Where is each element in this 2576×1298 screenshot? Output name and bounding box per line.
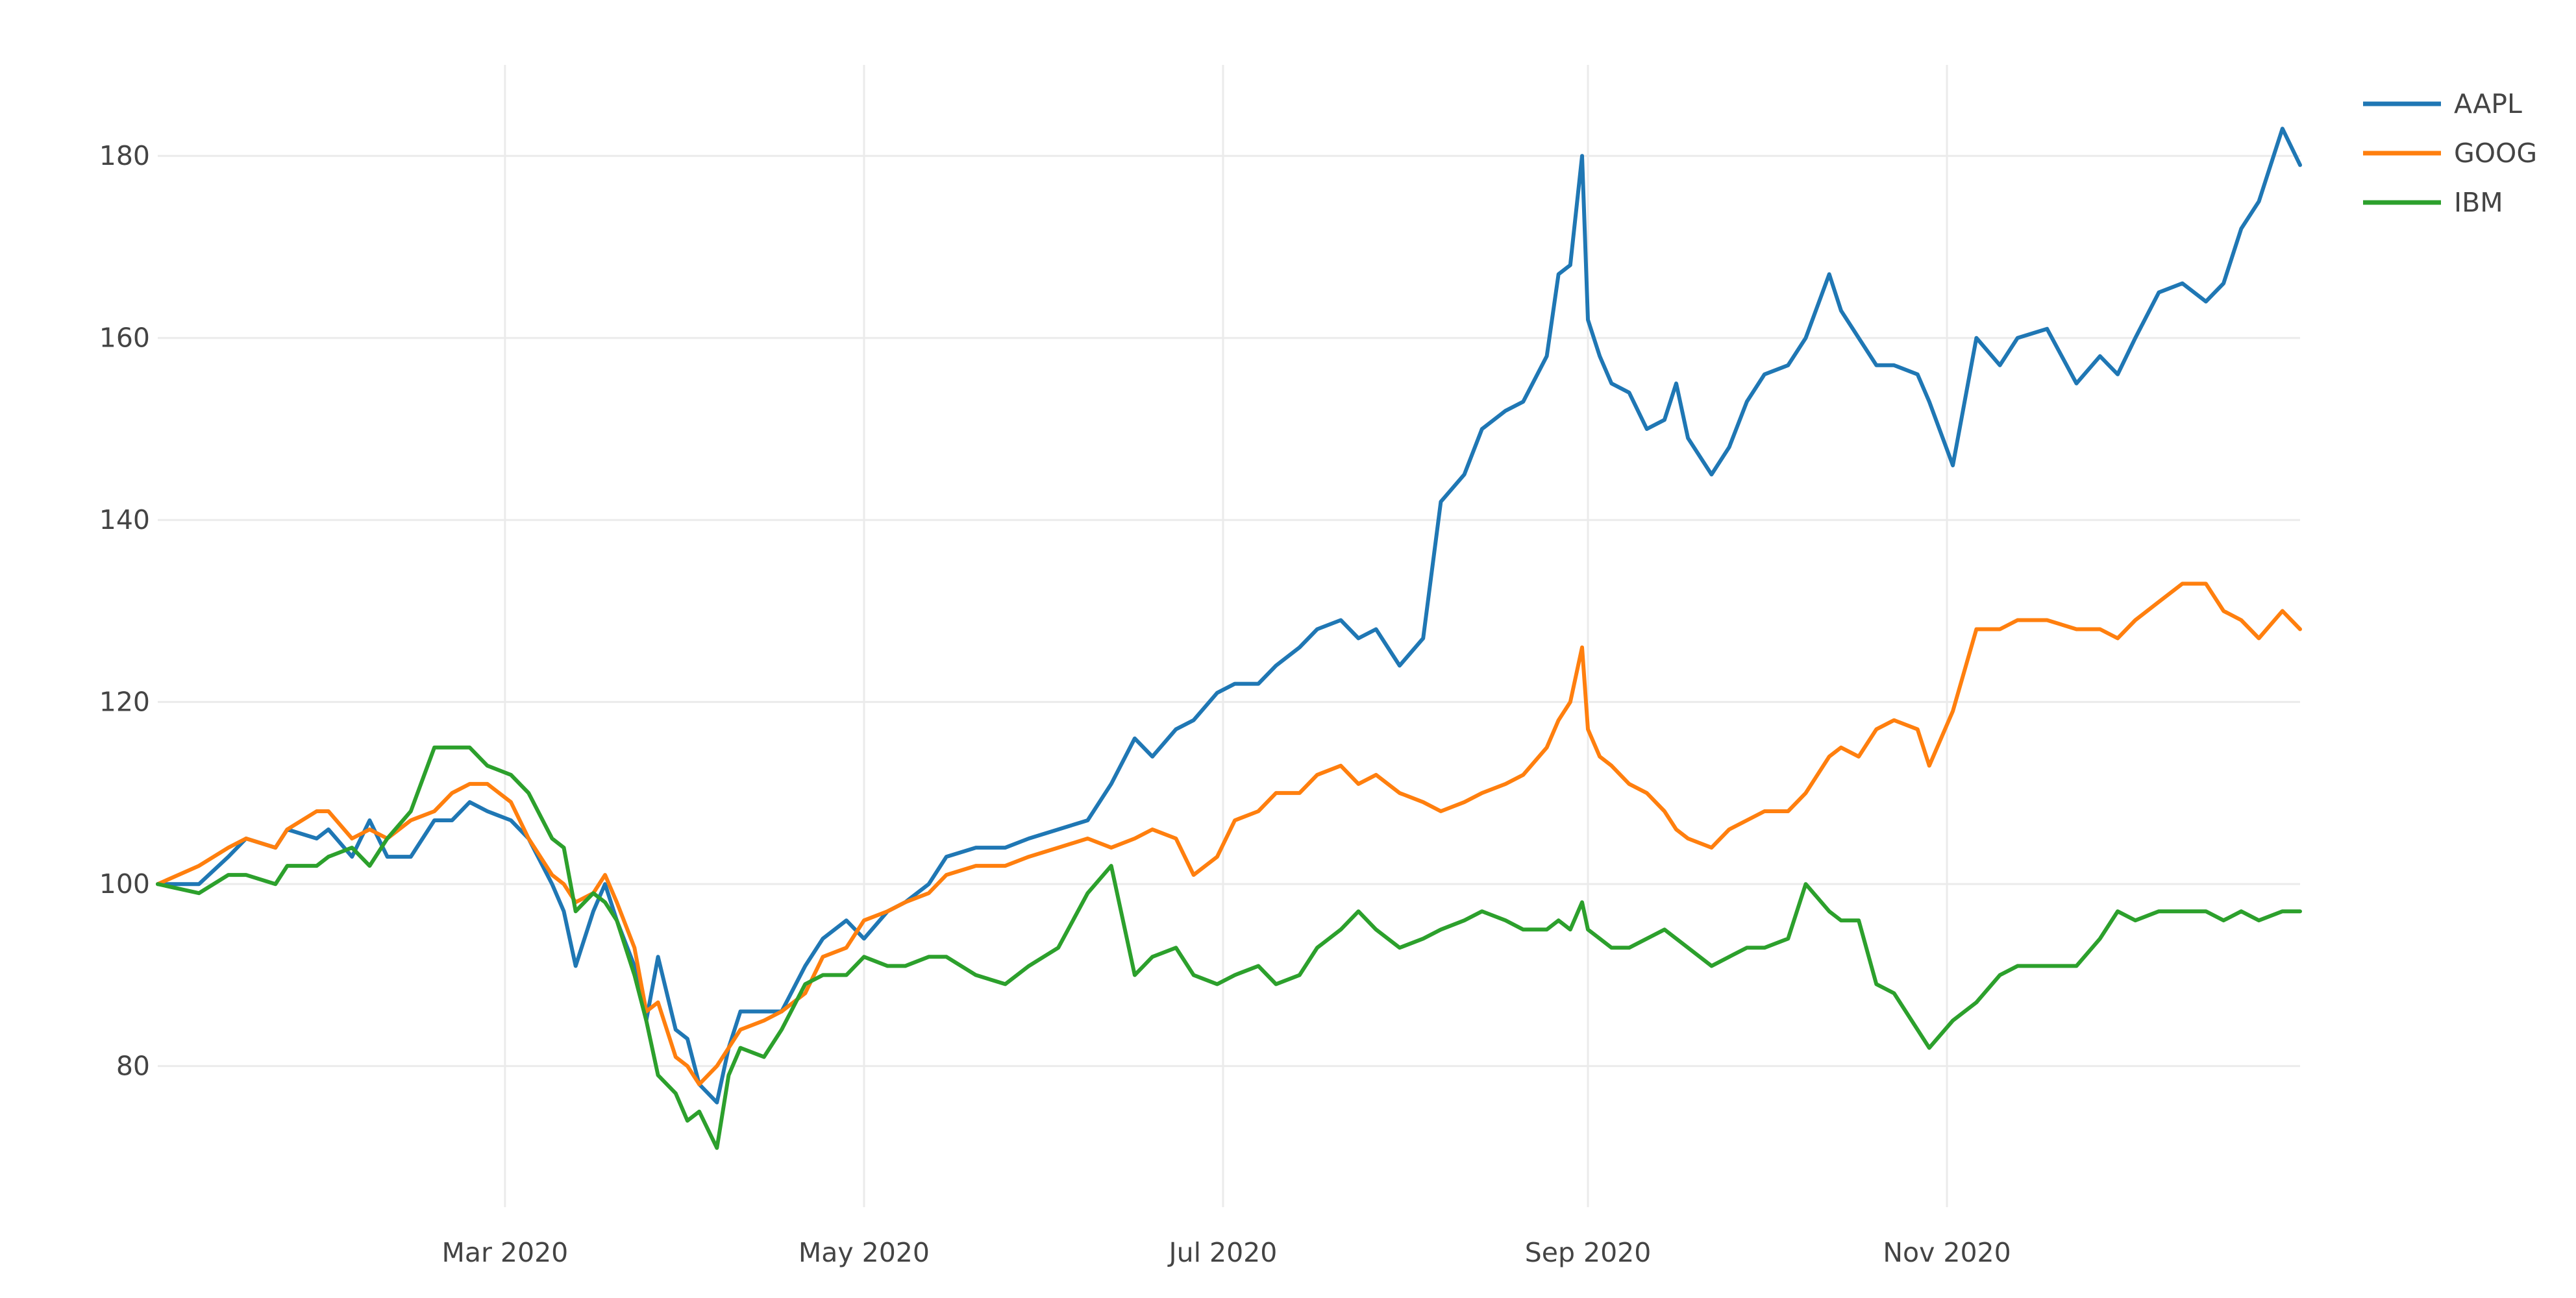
plot-area bbox=[156, 127, 2302, 1150]
series-line-goog[interactable] bbox=[156, 582, 2302, 1086]
y-axis: 80 100 120 140 160 180 bbox=[99, 140, 150, 1081]
x-axis: Mar 2020 May 2020 Jul 2020 Sep 2020 Nov 2020 bbox=[442, 1237, 2011, 1268]
y-tick-label: 80 bbox=[116, 1051, 150, 1082]
x-tick-label: Sep 2020 bbox=[1525, 1237, 1652, 1268]
legend-item-goog[interactable]: GOOG bbox=[2363, 138, 2537, 169]
y-tick-label: 100 bbox=[99, 868, 150, 900]
x-tick-label: May 2020 bbox=[799, 1237, 930, 1268]
x-tick-label: Jul 2020 bbox=[1167, 1237, 1278, 1268]
y-tick-label: 140 bbox=[99, 504, 150, 535]
y-tick-label: 180 bbox=[99, 140, 150, 171]
y-tick-label: 160 bbox=[99, 323, 150, 354]
legend-label: IBM bbox=[2454, 187, 2503, 218]
legend-item-aapl[interactable]: AAPL bbox=[2363, 88, 2522, 119]
x-tick-label: Nov 2020 bbox=[1883, 1237, 2011, 1268]
y-gridlines bbox=[158, 154, 2300, 1068]
legend-label: AAPL bbox=[2454, 88, 2522, 119]
series-line-ibm[interactable] bbox=[156, 745, 2302, 1150]
legend-item-ibm[interactable]: IBM bbox=[2363, 187, 2503, 218]
y-tick-label: 120 bbox=[99, 687, 150, 718]
series-line-aapl[interactable] bbox=[156, 127, 2302, 1105]
legend-label: GOOG bbox=[2454, 138, 2537, 169]
legend[interactable]: AAPL GOOG IBM bbox=[2363, 88, 2537, 218]
x-gridlines bbox=[504, 65, 1948, 1207]
x-tick-label: Mar 2020 bbox=[442, 1237, 569, 1268]
